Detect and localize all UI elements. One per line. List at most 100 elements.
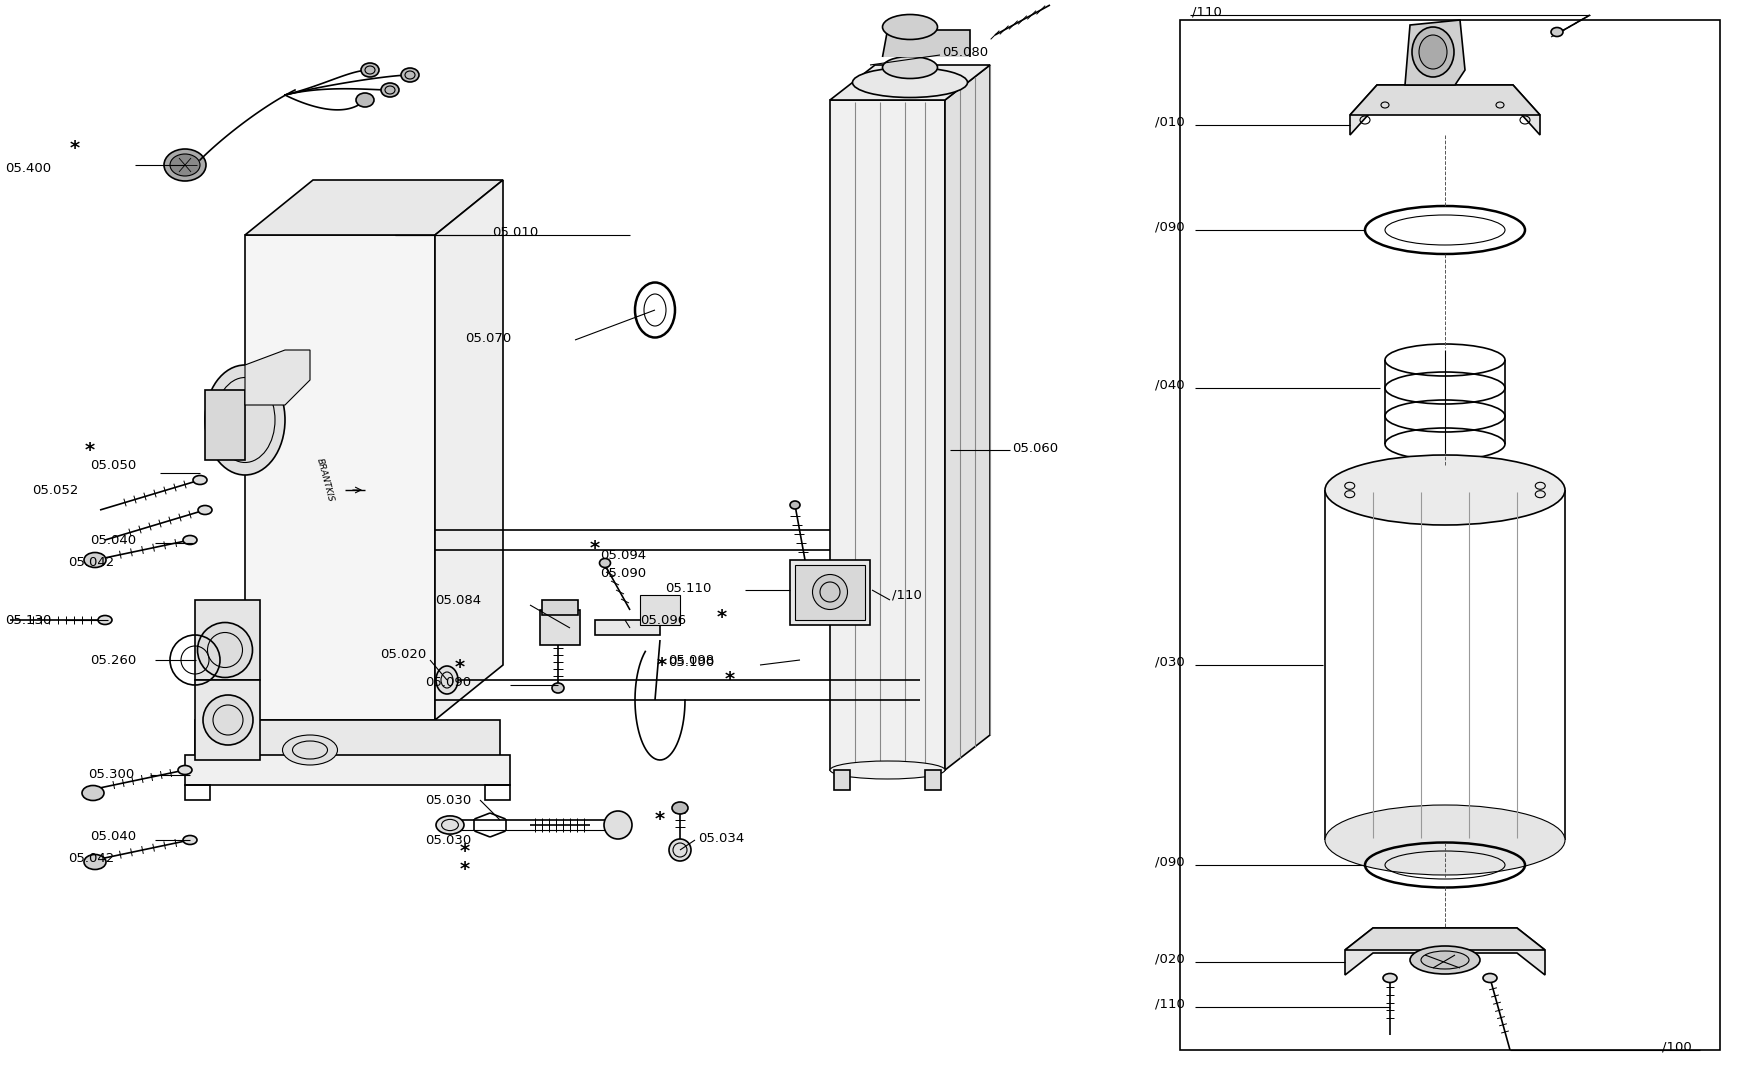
Polygon shape xyxy=(789,560,870,625)
Ellipse shape xyxy=(812,574,847,609)
Text: *: * xyxy=(654,811,665,829)
Text: 05.050: 05.050 xyxy=(89,459,136,472)
Text: 05.040: 05.040 xyxy=(89,533,136,546)
Text: /020: /020 xyxy=(1155,953,1185,966)
Ellipse shape xyxy=(604,811,632,839)
Ellipse shape xyxy=(170,154,200,175)
Text: 05.060: 05.060 xyxy=(1011,441,1059,455)
Polygon shape xyxy=(830,100,945,770)
Polygon shape xyxy=(830,65,990,100)
Text: /110: /110 xyxy=(892,589,922,602)
Text: 05.130: 05.130 xyxy=(5,614,51,627)
Ellipse shape xyxy=(355,93,374,107)
Ellipse shape xyxy=(882,57,938,78)
Polygon shape xyxy=(640,595,681,625)
Polygon shape xyxy=(595,620,660,635)
Text: /040: /040 xyxy=(1155,378,1185,391)
Text: 05.020: 05.020 xyxy=(380,649,427,662)
Ellipse shape xyxy=(551,683,564,693)
Text: 05.096: 05.096 xyxy=(640,614,686,627)
Ellipse shape xyxy=(98,616,112,625)
Bar xyxy=(1180,20,1720,1050)
Ellipse shape xyxy=(1421,950,1468,969)
Polygon shape xyxy=(186,755,509,785)
Ellipse shape xyxy=(84,855,107,870)
Ellipse shape xyxy=(600,558,611,568)
Text: 05.300: 05.300 xyxy=(88,768,135,782)
Text: 05.400: 05.400 xyxy=(5,161,51,174)
Polygon shape xyxy=(794,565,864,620)
Ellipse shape xyxy=(184,836,198,845)
Text: /100: /100 xyxy=(1662,1041,1692,1054)
Polygon shape xyxy=(1405,20,1465,85)
Text: 05.070: 05.070 xyxy=(466,331,511,344)
Text: 05.090: 05.090 xyxy=(425,677,471,690)
Ellipse shape xyxy=(789,501,800,509)
Text: *: * xyxy=(718,608,726,628)
Text: /090: /090 xyxy=(1155,856,1185,869)
Text: /110: /110 xyxy=(1192,5,1221,19)
Text: /090: /090 xyxy=(1155,220,1185,233)
Text: 05.042: 05.042 xyxy=(68,556,114,569)
Ellipse shape xyxy=(1482,973,1496,982)
Text: 05.098: 05.098 xyxy=(668,654,714,666)
Polygon shape xyxy=(1346,928,1545,950)
Text: *: * xyxy=(590,538,600,557)
Polygon shape xyxy=(245,235,436,720)
Polygon shape xyxy=(194,680,261,760)
Ellipse shape xyxy=(360,63,380,77)
Ellipse shape xyxy=(1382,973,1396,982)
Polygon shape xyxy=(1349,85,1540,116)
Ellipse shape xyxy=(203,695,254,744)
Text: 05.040: 05.040 xyxy=(89,831,136,844)
Text: 05.110: 05.110 xyxy=(665,581,712,594)
Ellipse shape xyxy=(668,839,691,861)
Text: *: * xyxy=(656,655,667,675)
Text: 05.030: 05.030 xyxy=(425,794,471,807)
Ellipse shape xyxy=(436,816,464,834)
Polygon shape xyxy=(245,180,502,235)
Polygon shape xyxy=(1346,928,1545,974)
Ellipse shape xyxy=(84,553,107,568)
Polygon shape xyxy=(882,31,970,57)
Ellipse shape xyxy=(178,765,192,775)
Polygon shape xyxy=(436,180,502,720)
Text: /110: /110 xyxy=(1155,997,1185,1010)
Ellipse shape xyxy=(852,68,968,97)
Ellipse shape xyxy=(382,83,399,97)
Polygon shape xyxy=(245,350,310,405)
Text: 05.052: 05.052 xyxy=(31,484,79,497)
Ellipse shape xyxy=(1325,455,1564,525)
Text: 05.030: 05.030 xyxy=(425,834,471,847)
Polygon shape xyxy=(926,770,942,790)
Text: 05.080: 05.080 xyxy=(942,46,989,59)
Text: 05.084: 05.084 xyxy=(436,593,481,606)
Text: *: * xyxy=(724,670,735,690)
Text: *: * xyxy=(460,860,471,880)
Text: 05.042: 05.042 xyxy=(68,851,114,864)
Text: /030: /030 xyxy=(1155,655,1185,668)
Ellipse shape xyxy=(184,535,198,545)
Text: 05.260: 05.260 xyxy=(89,654,136,666)
Polygon shape xyxy=(194,720,500,760)
Text: *: * xyxy=(455,658,466,678)
Text: 05.034: 05.034 xyxy=(698,832,744,845)
Text: 05.100: 05.100 xyxy=(668,656,714,669)
Ellipse shape xyxy=(198,506,212,514)
Polygon shape xyxy=(835,770,850,790)
Ellipse shape xyxy=(192,475,206,484)
Polygon shape xyxy=(1349,85,1540,135)
Ellipse shape xyxy=(1412,27,1454,77)
Ellipse shape xyxy=(1550,27,1563,36)
Polygon shape xyxy=(205,390,245,460)
Ellipse shape xyxy=(205,365,285,475)
Ellipse shape xyxy=(882,14,938,39)
Text: /010: /010 xyxy=(1155,116,1185,129)
Polygon shape xyxy=(542,600,578,615)
Text: 05.090: 05.090 xyxy=(600,567,646,580)
Ellipse shape xyxy=(401,68,418,82)
Ellipse shape xyxy=(82,786,103,800)
Text: *: * xyxy=(460,843,471,861)
Polygon shape xyxy=(194,600,261,680)
Text: *: * xyxy=(70,138,80,157)
